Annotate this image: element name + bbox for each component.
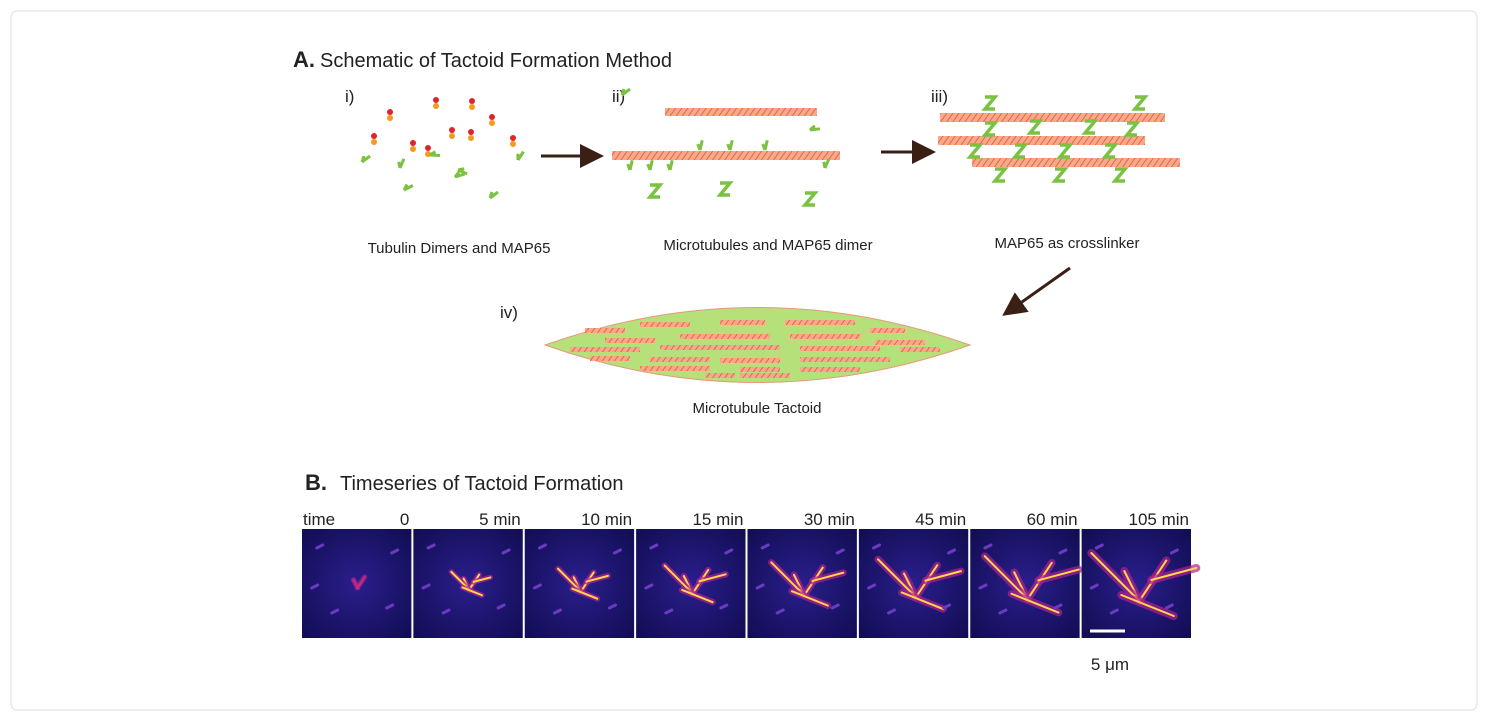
tubulin bbox=[468, 129, 474, 135]
bundle bbox=[790, 334, 860, 339]
time-label: time bbox=[303, 510, 335, 529]
bundle bbox=[605, 338, 655, 343]
step-caption: Microtubule Tactoid bbox=[693, 400, 822, 417]
tubulin bbox=[449, 133, 455, 139]
tubulin bbox=[489, 114, 495, 120]
frame bbox=[859, 529, 968, 638]
frame bbox=[748, 529, 857, 638]
tubulin bbox=[371, 139, 377, 145]
tubulin bbox=[425, 145, 431, 151]
frame-time: 15 min bbox=[692, 510, 743, 529]
bundle bbox=[640, 322, 690, 327]
bundle bbox=[740, 367, 780, 372]
step-label: iv) bbox=[500, 303, 518, 322]
page: A. Schematic of Tactoid Formation Method… bbox=[0, 0, 1488, 726]
frame bbox=[970, 529, 1079, 638]
tubulin bbox=[387, 109, 393, 115]
bundle bbox=[650, 357, 710, 362]
panel-letter: A. bbox=[293, 47, 315, 72]
tubulin bbox=[469, 104, 475, 110]
bundle bbox=[680, 334, 770, 339]
bundle bbox=[640, 366, 710, 371]
bundle bbox=[740, 373, 790, 378]
bundle bbox=[660, 345, 780, 350]
tubulin bbox=[371, 133, 377, 139]
tubulin bbox=[410, 146, 416, 152]
tubulin bbox=[433, 97, 439, 103]
step-caption: Microtubules and MAP65 dimer bbox=[663, 237, 872, 254]
figure: A. Schematic of Tactoid Formation Method… bbox=[0, 0, 1488, 721]
frame-time: 10 min bbox=[581, 510, 632, 529]
frame-time: 0 bbox=[400, 510, 409, 529]
step-caption: MAP65 as crosslinker bbox=[994, 235, 1139, 252]
tubulin bbox=[410, 140, 416, 146]
panel-letter: B. bbox=[305, 470, 327, 495]
timeseries: 0 5 min 10 min 15 min 30 min 45 min 60 min 105 … bbox=[302, 510, 1196, 638]
bundle bbox=[800, 367, 860, 372]
bundle bbox=[590, 356, 630, 361]
bundle bbox=[870, 328, 905, 333]
bundle bbox=[705, 373, 735, 378]
scale-bar-label: 5 μm bbox=[1091, 655, 1129, 674]
step-label: iii) bbox=[931, 87, 948, 106]
tubulin bbox=[449, 127, 455, 133]
frame-time: 45 min bbox=[915, 510, 966, 529]
bundle bbox=[785, 320, 855, 325]
bundle bbox=[800, 346, 880, 351]
tubulin bbox=[510, 141, 516, 147]
frame-time: 5 min bbox=[479, 510, 521, 529]
bundle bbox=[900, 347, 940, 352]
bundle bbox=[875, 340, 925, 345]
frame-time: 30 min bbox=[804, 510, 855, 529]
step-caption: Tubulin Dimers and MAP65 bbox=[368, 240, 551, 257]
bundle bbox=[570, 347, 640, 352]
tubulin bbox=[469, 98, 475, 104]
panel-title: Timeseries of Tactoid Formation bbox=[340, 473, 623, 495]
panel-title: Schematic of Tactoid Formation Method bbox=[320, 50, 672, 72]
step-label: i) bbox=[345, 87, 354, 106]
tubulin bbox=[433, 103, 439, 109]
frame-time: 60 min bbox=[1027, 510, 1078, 529]
tubulin bbox=[468, 135, 474, 141]
frame bbox=[1082, 529, 1191, 638]
tubulin bbox=[387, 115, 393, 121]
bundle bbox=[800, 357, 890, 362]
bundle bbox=[585, 328, 625, 333]
tubulin bbox=[489, 120, 495, 126]
bundle bbox=[720, 320, 765, 325]
bundle bbox=[720, 358, 780, 363]
frame-time: 105 min bbox=[1129, 510, 1189, 529]
tubulin bbox=[510, 135, 516, 141]
